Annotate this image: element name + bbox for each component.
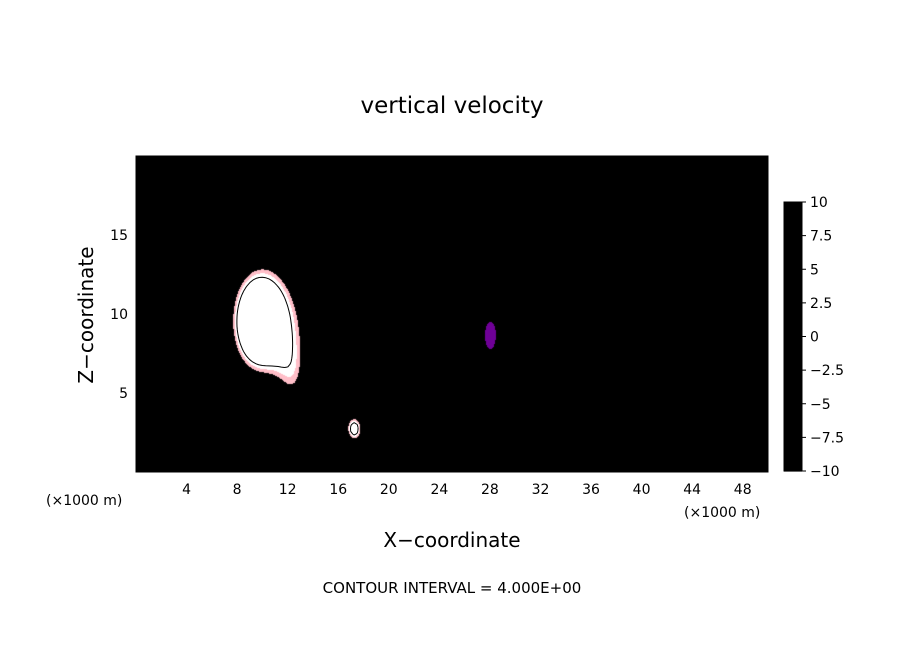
colorbar: 10 7.5 5 2.5 0 −2.5 −5 −7.5 −10 bbox=[783, 195, 844, 480]
x-tick-label: 32 bbox=[532, 482, 550, 498]
colorbar-swatch bbox=[784, 381, 802, 394]
colorbar-swatch bbox=[784, 202, 802, 214]
colorbar-label: 2.5 bbox=[810, 296, 832, 312]
colorbar-swatch bbox=[784, 403, 802, 416]
x-unit-right: (×1000 m) bbox=[684, 505, 760, 521]
x-tick-label: 12 bbox=[279, 482, 297, 498]
colorbar-swatch bbox=[784, 358, 802, 371]
colorbar-label: 10 bbox=[810, 195, 828, 211]
colorbar-swatch bbox=[784, 224, 802, 237]
contour-interval-note: CONTOUR INTERVAL = 4.000E+00 bbox=[323, 579, 582, 597]
x-tick-label: 48 bbox=[734, 482, 752, 498]
chart-title: vertical velocity bbox=[361, 93, 544, 119]
x-tick-label: 20 bbox=[380, 482, 398, 498]
colorbar-swatch bbox=[784, 347, 802, 360]
x-axis-label: X−coordinate bbox=[383, 528, 520, 552]
x-tick-label: 8 bbox=[233, 482, 242, 498]
colorbar-swatch bbox=[784, 437, 802, 450]
colorbar-label: −10 bbox=[810, 464, 840, 480]
colorbar-swatch bbox=[784, 213, 802, 226]
colorbar-label: 0 bbox=[810, 330, 819, 346]
velocity-field bbox=[136, 156, 768, 472]
contour-label: 8.00 bbox=[223, 240, 252, 255]
colorbar-swatch bbox=[784, 426, 802, 438]
contour-negative-4 bbox=[468, 257, 728, 414]
colorbar-swatch bbox=[784, 314, 802, 326]
colorbar-swatch bbox=[784, 325, 802, 338]
colorbar-label: −2.5 bbox=[810, 363, 844, 379]
contour-positive-8 bbox=[225, 252, 365, 444]
colorbar-swatch bbox=[784, 291, 802, 304]
y-tick-label: 5 bbox=[119, 386, 128, 402]
contour-label: 0.00 bbox=[410, 252, 425, 281]
colorbar-label: −5 bbox=[810, 397, 831, 413]
colorbar-swatch bbox=[784, 235, 802, 248]
colorbar-swatch bbox=[784, 448, 802, 461]
contour-zero bbox=[307, 155, 425, 473]
colorbar-swatch bbox=[784, 280, 802, 293]
x-tick-label: 40 bbox=[633, 482, 651, 498]
colorbar-swatch bbox=[784, 459, 802, 472]
colorbar-swatch bbox=[784, 302, 802, 315]
x-tick-label: 44 bbox=[683, 482, 701, 498]
colorbar-label: −7.5 bbox=[810, 430, 844, 446]
x-tick-label: 28 bbox=[481, 482, 499, 498]
y-tick-label: 15 bbox=[110, 228, 128, 244]
colorbar-swatch bbox=[784, 336, 802, 349]
colorbar-swatch bbox=[784, 370, 802, 382]
colorbar-label: 7.5 bbox=[810, 229, 832, 245]
contour-positive-12 bbox=[236, 276, 359, 436]
x-tick-label: 16 bbox=[329, 482, 347, 498]
colorbar-swatch bbox=[784, 392, 802, 405]
contour-negative-8 bbox=[478, 299, 630, 380]
colorbar-label: 5 bbox=[810, 262, 819, 278]
contour-positive-4 bbox=[207, 213, 370, 454]
x-unit-left: (×1000 m) bbox=[46, 493, 122, 509]
x-tick-label: 36 bbox=[582, 482, 600, 498]
y-tick-label: 10 bbox=[110, 307, 128, 323]
contour-label: 0.00 bbox=[151, 260, 166, 289]
plot-area: 8.00 0.00 0.00 bbox=[136, 155, 768, 473]
x-tick-label: 24 bbox=[430, 482, 448, 498]
colorbar-swatch bbox=[784, 246, 802, 259]
colorbar-swatch bbox=[784, 258, 802, 270]
y-axis-label: Z−coordinate bbox=[74, 246, 98, 383]
x-tick-label: 4 bbox=[182, 482, 191, 498]
colorbar-swatch bbox=[784, 269, 802, 282]
colorbar-swatch bbox=[784, 414, 802, 427]
